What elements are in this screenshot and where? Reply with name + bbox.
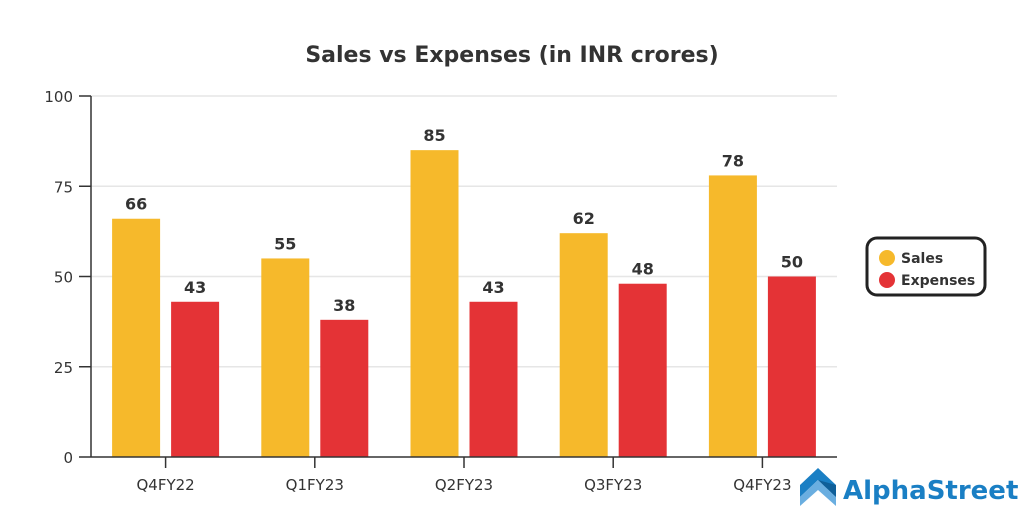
x-tick-label: Q1FY23 xyxy=(286,476,344,494)
brand-logo: AlphaStreet xyxy=(800,468,1018,506)
bar-sales-q3fy23 xyxy=(559,233,608,457)
y-tick-label: 50 xyxy=(54,269,73,287)
legend: Sales Expenses xyxy=(865,236,987,297)
bar-expenses-q2fy23 xyxy=(469,301,518,457)
data-label: 50 xyxy=(781,253,803,272)
data-label: 55 xyxy=(274,234,296,253)
legend-label-sales: Sales xyxy=(901,251,943,267)
chart-title: Sales vs Expenses (in INR crores) xyxy=(305,43,718,68)
y-tick-label: 0 xyxy=(63,449,73,467)
legend-label-expenses: Expenses xyxy=(901,273,975,289)
legend-swatch-expenses xyxy=(879,272,895,288)
data-label: 78 xyxy=(722,151,744,170)
x-tick-label: Q4FY23 xyxy=(733,476,791,494)
bar-expenses-q4fy22 xyxy=(171,301,220,457)
data-label: 38 xyxy=(333,296,355,315)
y-tick-label: 75 xyxy=(54,178,73,196)
data-label: 43 xyxy=(184,278,206,297)
x-axis: Q4FY22 Q1FY23 Q2FY23 Q3FY23 Q4FY23 xyxy=(91,456,837,494)
y-axis: 0 25 50 75 100 xyxy=(44,88,92,467)
bar-sales-q4fy23 xyxy=(708,175,757,458)
legend-box xyxy=(865,236,987,297)
x-tick-label: Q3FY23 xyxy=(584,476,642,494)
brand-name: AlphaStreet xyxy=(843,476,1018,506)
data-label: 62 xyxy=(573,209,595,228)
data-label: 85 xyxy=(423,126,445,145)
bar-sales-q2fy23 xyxy=(410,150,459,457)
x-tick-label: Q2FY23 xyxy=(435,476,493,494)
legend-swatch-sales xyxy=(879,250,895,266)
bars: 66 43 55 38 85 43 62 48 78 50 xyxy=(112,126,816,458)
chevron-up-logo-icon xyxy=(800,468,836,506)
bar-sales-q1fy23 xyxy=(261,258,310,457)
data-label: 66 xyxy=(125,195,147,214)
y-tick-label: 100 xyxy=(44,88,73,106)
x-tick-label: Q4FY22 xyxy=(136,476,194,494)
bar-expenses-q3fy23 xyxy=(618,283,667,457)
bar-sales-q4fy22 xyxy=(112,218,161,457)
bar-expenses-q4fy23 xyxy=(767,276,816,457)
data-label: 43 xyxy=(482,278,504,297)
data-label: 48 xyxy=(632,260,654,279)
y-tick-label: 25 xyxy=(54,359,73,377)
bar-expenses-q1fy23 xyxy=(320,319,369,457)
